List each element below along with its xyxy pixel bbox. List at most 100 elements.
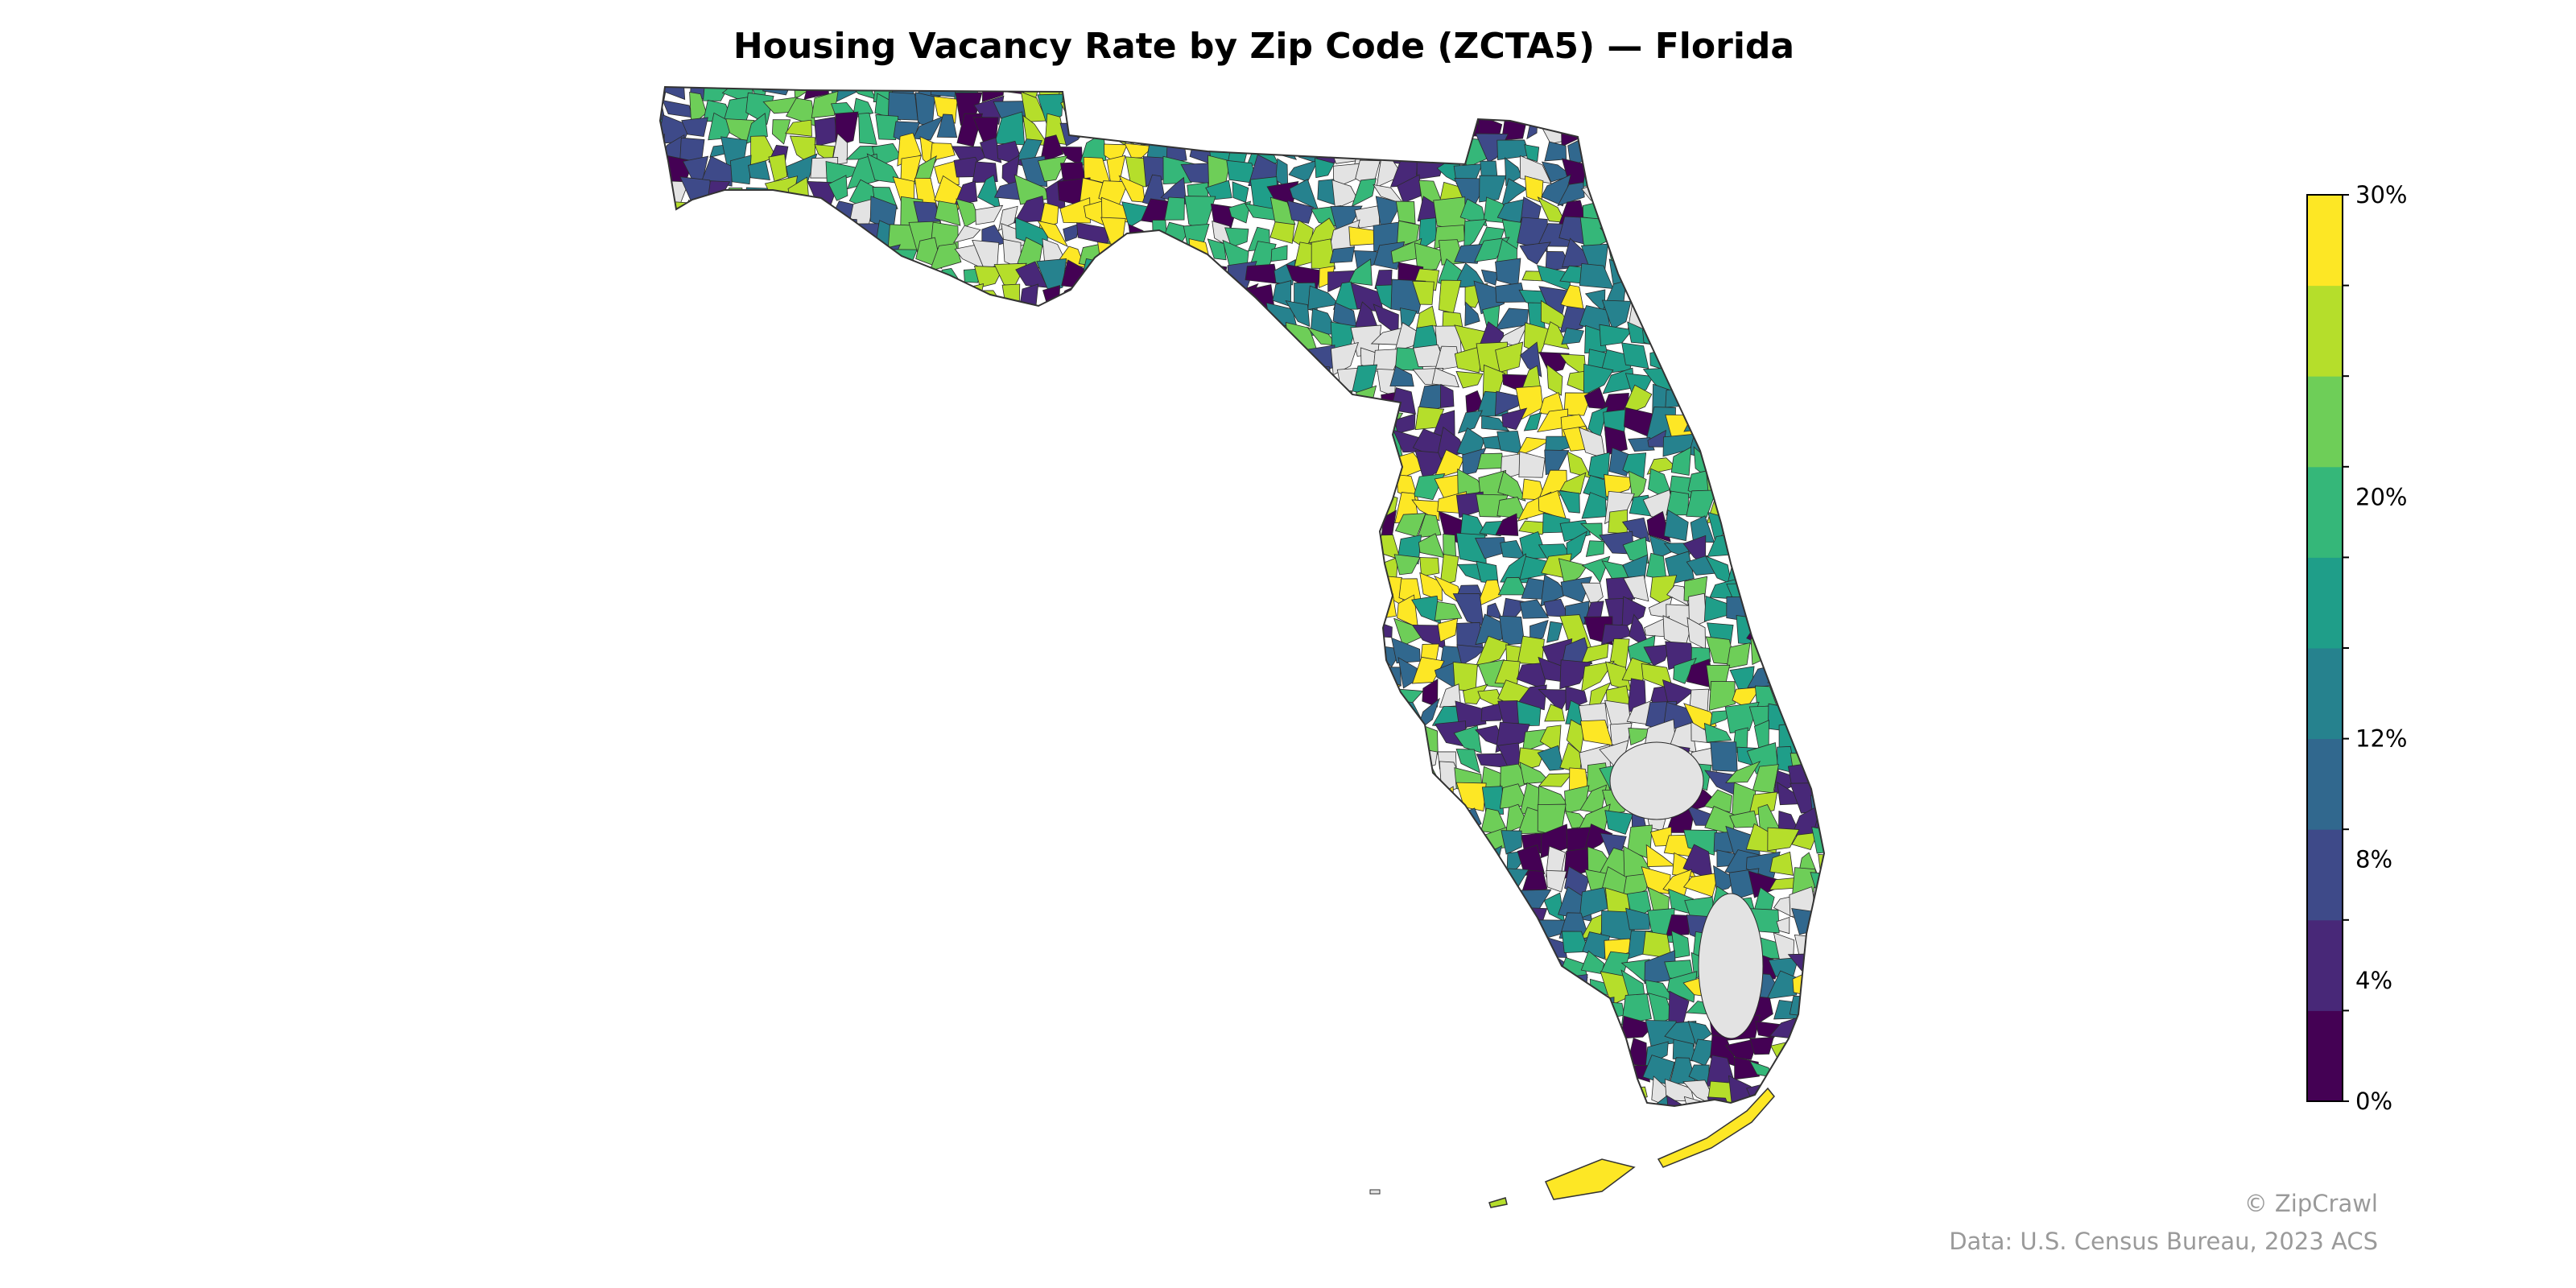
zcta-region xyxy=(1481,415,1510,431)
zcta-region xyxy=(1475,635,1509,668)
zcta-region xyxy=(1708,680,1736,711)
zcta-region xyxy=(1518,451,1546,478)
zcta-region xyxy=(1767,827,1800,852)
zcta-region xyxy=(1315,158,1335,179)
zcta-region xyxy=(1621,517,1651,543)
keys-island-1 xyxy=(1544,1158,1636,1200)
zcta-region xyxy=(1459,198,1488,227)
zcta-region xyxy=(811,90,839,118)
zcta-region xyxy=(1457,410,1483,434)
zcta-region xyxy=(1521,869,1548,895)
zcta-region xyxy=(1544,704,1566,722)
zcta-region xyxy=(1538,773,1573,787)
zcta-region xyxy=(1479,175,1507,203)
colorbar-bin xyxy=(2307,919,2343,1011)
zcta-region xyxy=(1164,196,1185,221)
zcta-region xyxy=(973,266,1005,288)
zcta-region xyxy=(1604,474,1635,497)
zcta-region xyxy=(912,115,944,141)
brand-credit: © ZipCrawl xyxy=(2244,1190,2378,1217)
zcta-region xyxy=(1766,970,1798,1000)
colorbar-tick-label: 0% xyxy=(2355,1088,2392,1115)
zcta-region xyxy=(1686,489,1717,518)
zcta-region xyxy=(1416,305,1437,328)
zcta-region xyxy=(1683,829,1718,856)
zcta-region xyxy=(1330,341,1359,376)
zcta-region xyxy=(1624,373,1653,394)
zcta-region xyxy=(897,132,922,167)
zcta-region xyxy=(768,153,788,182)
zcta-region xyxy=(1749,1036,1774,1055)
zcta-region xyxy=(1604,426,1628,456)
zcta-region xyxy=(1726,642,1751,670)
zcta-region xyxy=(1462,448,1487,476)
zcta-region xyxy=(1579,522,1603,542)
zcta-region xyxy=(1583,363,1614,396)
zcta-region xyxy=(1038,155,1068,182)
zcta-region xyxy=(1546,869,1567,893)
colorbar-bin xyxy=(2307,285,2343,377)
zcta-region xyxy=(1517,844,1546,876)
zcta-region xyxy=(1224,227,1249,248)
colorbar-bin xyxy=(2307,1010,2343,1102)
zcta-region xyxy=(1351,178,1377,208)
zcta-region xyxy=(1501,830,1522,855)
zcta-region xyxy=(1537,745,1564,771)
zcta-region xyxy=(1269,196,1296,225)
zcta-region xyxy=(1622,536,1649,564)
zcta-region xyxy=(1311,238,1336,270)
zcta-region xyxy=(1419,557,1440,577)
zcta-region xyxy=(1769,851,1794,876)
zcta-region xyxy=(1270,245,1288,262)
zcta-region xyxy=(1440,384,1455,408)
zcta-region xyxy=(1713,865,1737,893)
zcta-region xyxy=(1286,200,1315,224)
zcta-region xyxy=(1037,220,1069,247)
zcta-region xyxy=(1269,221,1295,244)
zcta-region xyxy=(1462,683,1488,704)
colorbar-tick-label: 4% xyxy=(2355,967,2392,994)
zcta-region xyxy=(772,119,791,145)
zcta-region xyxy=(1475,613,1503,646)
zcta-region xyxy=(701,155,733,187)
zcta-region xyxy=(1666,971,1698,1003)
zcta-region xyxy=(1463,219,1488,251)
zcta-region xyxy=(954,180,978,206)
zcta-region xyxy=(1683,703,1717,731)
zcta-region xyxy=(1455,749,1480,774)
zcta-region xyxy=(1497,471,1526,502)
zcta-region xyxy=(831,133,848,166)
no-data-region xyxy=(1698,893,1764,1039)
zcta-region xyxy=(1623,575,1649,602)
zcta-region xyxy=(1670,930,1690,959)
zcta-region xyxy=(1439,554,1459,587)
zcta-region xyxy=(681,117,708,137)
zcta-region xyxy=(1559,472,1587,495)
zcta-region xyxy=(935,200,961,226)
zcta-region xyxy=(1625,907,1650,931)
zcta-region xyxy=(1417,514,1442,539)
zcta-region xyxy=(785,119,812,137)
data-source-credit: Data: U.S. Census Bureau, 2023 ACS xyxy=(1949,1228,2378,1255)
zcta-region xyxy=(1501,407,1528,431)
zcta-region xyxy=(980,137,1002,163)
zcta-region xyxy=(1519,242,1551,265)
colorbar-tick-label: 20% xyxy=(2355,483,2407,510)
zcta-region xyxy=(1393,554,1421,576)
zcta-region xyxy=(1348,258,1373,286)
zcta-region xyxy=(1621,596,1646,630)
colorbar-bin xyxy=(2307,376,2343,468)
zcta-region xyxy=(1495,341,1524,373)
colorbar-bin xyxy=(2307,738,2343,830)
zcta-region xyxy=(1039,134,1064,164)
zcta-region xyxy=(1474,237,1510,262)
zcta-region xyxy=(1228,200,1252,224)
zcta-region xyxy=(1329,246,1356,263)
zcta-region xyxy=(1776,916,1790,935)
zcta-region xyxy=(1453,725,1482,753)
zcta-region xyxy=(1670,446,1692,476)
no-data-region xyxy=(1609,741,1704,820)
zcta-region xyxy=(1124,142,1154,159)
zcta-region xyxy=(1481,786,1505,815)
zcta-region xyxy=(1063,223,1080,242)
